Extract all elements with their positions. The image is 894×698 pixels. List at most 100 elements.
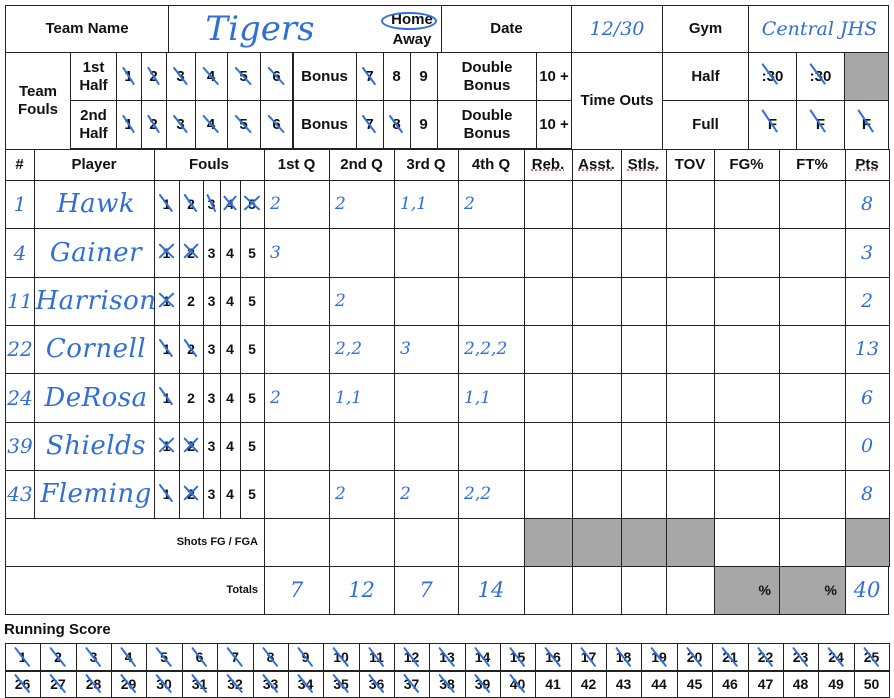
- fgpct-header: FG%: [729, 156, 764, 173]
- date-value[interactable]: 12/30: [589, 18, 645, 40]
- gym-value[interactable]: Central JHS: [761, 18, 878, 40]
- team-name-value[interactable]: Tigers: [205, 9, 315, 49]
- player-q3-points[interactable]: [400, 228, 456, 277]
- player-q2-points[interactable]: 2: [335, 484, 346, 504]
- player-total-points[interactable]: 3: [860, 241, 874, 264]
- player-q4-points[interactable]: 1,1: [464, 387, 492, 408]
- player-q3-points[interactable]: 3: [400, 339, 411, 359]
- player-cell: [714, 277, 780, 326]
- running-score-number: 4: [124, 649, 133, 665]
- player-number[interactable]: 11: [7, 289, 33, 313]
- running-score-number: 38: [439, 675, 455, 692]
- player-q2-points[interactable]: [335, 228, 392, 277]
- running-score-number: 7: [231, 649, 239, 665]
- player-q3-points[interactable]: [400, 373, 456, 422]
- player-cell: [666, 228, 715, 278]
- player-foul-number: 4: [226, 196, 234, 212]
- total-q4[interactable]: 14: [477, 578, 505, 602]
- player-q3-points[interactable]: [400, 277, 456, 325]
- player-number[interactable]: 43: [7, 482, 33, 506]
- player-cell: [524, 277, 573, 326]
- q3-header: 3rd Q: [406, 156, 446, 173]
- player-q1-points[interactable]: [270, 277, 327, 325]
- player-foul-number: 2: [187, 196, 195, 212]
- running-score-number: 32: [227, 675, 243, 692]
- player-q4-points[interactable]: 2: [464, 194, 475, 214]
- player-number[interactable]: 4: [13, 240, 27, 265]
- player-number[interactable]: 22: [7, 337, 33, 361]
- q2-header: 2nd Q: [340, 156, 383, 173]
- first-half-ten-plus: 10 +: [539, 67, 569, 85]
- player-q2-points[interactable]: 2,2: [335, 339, 363, 359]
- first-half-foul-number: 2: [149, 67, 158, 85]
- second-half-bonus-number: 9: [419, 115, 428, 133]
- running-score-number: 43: [615, 675, 632, 692]
- player-q3-points[interactable]: 2: [400, 484, 411, 504]
- player-name[interactable]: Fleming: [40, 479, 152, 509]
- player-q1-points[interactable]: 2: [270, 194, 281, 214]
- player-total-points[interactable]: 6: [860, 386, 874, 409]
- player-name[interactable]: Gainer: [49, 237, 143, 268]
- running-score-cell: [854, 643, 890, 672]
- running-score-number: 22: [757, 649, 774, 665]
- player-q2-points[interactable]: [335, 422, 392, 470]
- full-timeout-slot: F: [861, 116, 872, 133]
- total-q2[interactable]: 12: [348, 578, 375, 602]
- player-total-points[interactable]: 13: [854, 338, 880, 360]
- player-number[interactable]: 24: [7, 385, 33, 410]
- total-q3[interactable]: 7: [419, 578, 433, 602]
- player-q2-points[interactable]: 2: [335, 194, 346, 214]
- player-q4-points[interactable]: [464, 228, 522, 277]
- half-timeout-slot: :30: [761, 67, 784, 85]
- player-q3-points[interactable]: 1,1: [400, 194, 428, 214]
- player-q1-points[interactable]: [270, 325, 327, 373]
- player-name[interactable]: Harrison: [35, 286, 157, 316]
- shots-grey-cell: [572, 518, 622, 567]
- player-q2-points[interactable]: 1,1: [335, 387, 363, 408]
- player-q4-points[interactable]: [464, 422, 522, 470]
- second-half-foul-number: 6: [272, 115, 281, 133]
- player-cell: [779, 373, 846, 423]
- player-cell: [666, 277, 715, 326]
- player-q1-points[interactable]: [270, 470, 327, 518]
- player-cell: [779, 228, 846, 278]
- team-fouls-label: Team Fouls: [18, 83, 58, 118]
- player-q1-points[interactable]: 3: [270, 242, 281, 263]
- player-q1-points[interactable]: 2: [270, 387, 281, 408]
- player-total-points[interactable]: 0: [860, 435, 874, 457]
- total-pts[interactable]: 40: [853, 578, 881, 602]
- total-pts-cell: [845, 566, 889, 615]
- player-total-points[interactable]: 8: [860, 483, 874, 505]
- running-score-number: 11: [369, 649, 384, 665]
- player-q3-points[interactable]: [400, 422, 456, 470]
- player-q4-points[interactable]: [464, 277, 522, 325]
- total-q1[interactable]: 7: [289, 578, 304, 602]
- player-number[interactable]: 1: [13, 192, 27, 216]
- player-header: Player: [71, 156, 117, 173]
- totals-label: Totals: [226, 584, 258, 596]
- player-name[interactable]: DeRosa: [44, 382, 148, 413]
- player-q4-points[interactable]: 2,2: [464, 484, 492, 504]
- player-total-points[interactable]: 8: [860, 193, 874, 215]
- away-label: Away: [392, 31, 432, 48]
- shots-label: Shots FG / FGA: [176, 536, 258, 548]
- player-foul-number: 5: [248, 341, 256, 357]
- player-number[interactable]: 39: [7, 434, 33, 458]
- player-q1-points[interactable]: [270, 422, 327, 470]
- running-score-number: 44: [651, 675, 667, 692]
- player-cell: [572, 373, 622, 423]
- player-q4-points[interactable]: 2,2,2: [464, 339, 508, 359]
- player-q2-points[interactable]: 2: [335, 291, 346, 311]
- running-score-number: 29: [120, 675, 137, 692]
- fouls-header: Fouls: [189, 156, 229, 173]
- running-score-label: Running Score: [4, 621, 111, 638]
- player-total-points[interactable]: 2: [860, 290, 874, 312]
- player-name[interactable]: Cornell: [45, 334, 147, 364]
- running-score-number: 41: [545, 675, 561, 692]
- player-name[interactable]: Shields: [45, 431, 147, 461]
- second-half-foul-number: 4: [206, 115, 216, 133]
- running-score-number: 14: [474, 649, 491, 665]
- player-name[interactable]: Hawk: [56, 189, 136, 219]
- shots-cell: [394, 518, 459, 567]
- shots-cell: [779, 518, 846, 567]
